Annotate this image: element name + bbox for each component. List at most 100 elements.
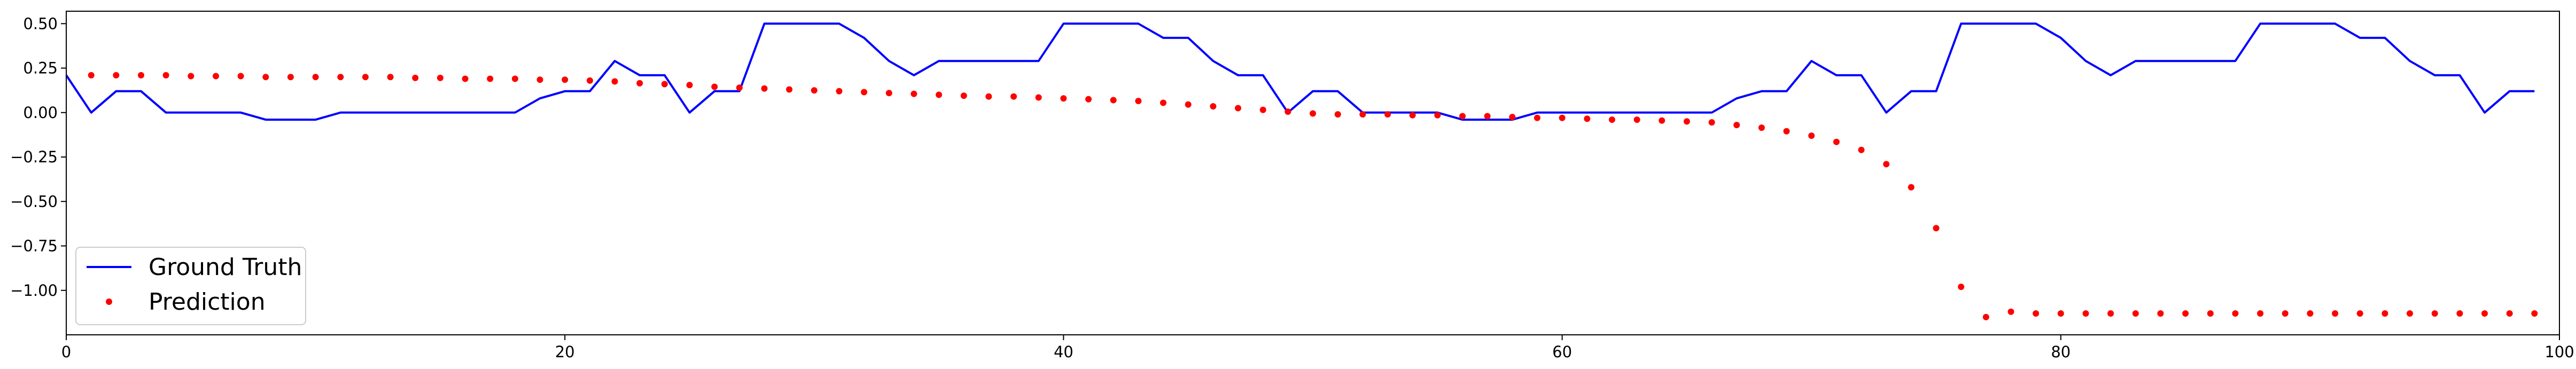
prediction-point bbox=[1783, 128, 1790, 135]
prediction-point bbox=[2282, 310, 2289, 317]
prediction-point bbox=[437, 74, 443, 81]
prediction-point bbox=[2456, 310, 2463, 317]
y-tick-label: −1.00 bbox=[10, 281, 58, 300]
prediction-point bbox=[1010, 93, 1017, 100]
prediction-point bbox=[811, 87, 818, 94]
y-tick-label: 0.25 bbox=[23, 59, 58, 77]
x-tick-label: 100 bbox=[2544, 343, 2574, 361]
prediction-point bbox=[2332, 310, 2339, 317]
prediction-point bbox=[1733, 122, 1740, 129]
prediction-point bbox=[1384, 111, 1391, 118]
prediction-point bbox=[562, 76, 569, 83]
prediction-point bbox=[1559, 114, 1566, 121]
prediction-point bbox=[1683, 118, 1690, 125]
prediction-point bbox=[936, 91, 943, 98]
prediction-point bbox=[312, 74, 319, 81]
prediction-point bbox=[2107, 310, 2114, 317]
y-tick-label: 0.00 bbox=[23, 104, 58, 122]
prediction-point bbox=[1908, 184, 1915, 191]
y-tick-label: −0.75 bbox=[10, 237, 58, 255]
prediction-point bbox=[611, 78, 618, 85]
prediction-point bbox=[2531, 310, 2538, 317]
prediction-point bbox=[2082, 310, 2089, 317]
y-tick-label: −0.25 bbox=[10, 148, 58, 166]
prediction-point bbox=[586, 77, 593, 84]
prediction-point bbox=[2431, 310, 2438, 317]
prediction-point bbox=[1534, 114, 1540, 121]
plot-layer bbox=[65, 22, 2538, 320]
prediction-point bbox=[1808, 132, 1815, 139]
y-tick-label: 0.50 bbox=[23, 14, 58, 33]
prediction-point bbox=[1659, 117, 1666, 124]
prediction-point bbox=[511, 75, 518, 82]
prediction-point bbox=[1708, 119, 1715, 126]
prediction-point bbox=[1160, 99, 1166, 106]
prediction-point bbox=[138, 72, 144, 78]
x-tick-label: 0 bbox=[61, 343, 71, 361]
prediction-point bbox=[2157, 310, 2164, 317]
prediction-point bbox=[237, 73, 244, 80]
prediction-point bbox=[162, 72, 169, 78]
y-tick-label: −0.50 bbox=[10, 192, 58, 210]
ground-truth-line bbox=[65, 22, 2535, 121]
prediction-point bbox=[1310, 110, 1316, 117]
x-tick-label: 80 bbox=[2051, 343, 2071, 361]
legend-label-ground-truth: Ground Truth bbox=[149, 254, 302, 281]
prediction-point bbox=[1334, 111, 1341, 118]
prediction-point bbox=[2132, 310, 2139, 317]
prediction-point bbox=[1883, 161, 1890, 168]
prediction-point bbox=[661, 81, 668, 88]
prediction-point bbox=[1459, 113, 1466, 120]
prediction-point bbox=[761, 85, 768, 92]
prediction-point bbox=[2033, 310, 2040, 317]
prediction-point bbox=[1259, 106, 1266, 113]
prediction-point bbox=[412, 74, 419, 81]
legend-box bbox=[75, 247, 306, 325]
prediction-point bbox=[1285, 108, 1291, 115]
prediction-point bbox=[2207, 310, 2214, 317]
prediction-point bbox=[2182, 310, 2189, 317]
prediction-point bbox=[2356, 310, 2363, 317]
prediction-point bbox=[188, 73, 194, 80]
prediction-point bbox=[636, 80, 643, 87]
legend-dot-swatch bbox=[106, 299, 112, 305]
prediction-point bbox=[1608, 116, 1615, 123]
prediction-point bbox=[686, 82, 693, 89]
prediction-point bbox=[487, 75, 494, 82]
prediction-point bbox=[736, 84, 743, 91]
prediction-point bbox=[287, 74, 294, 81]
prediction-point bbox=[1135, 98, 1142, 105]
prediction-point bbox=[1185, 101, 1192, 108]
prediction-point bbox=[786, 86, 793, 93]
prediction-point bbox=[1110, 97, 1117, 104]
prediction-point bbox=[1409, 112, 1416, 119]
prediction-point bbox=[910, 90, 917, 97]
prediction-point bbox=[2506, 310, 2513, 317]
prediction-point bbox=[1085, 96, 1092, 103]
prediction-point bbox=[1933, 225, 1940, 232]
prediction-point bbox=[885, 90, 892, 97]
prediction-point bbox=[1359, 111, 1366, 118]
x-tick-label: 60 bbox=[1552, 343, 1572, 361]
prediction-point bbox=[362, 74, 369, 81]
prediction-point bbox=[861, 89, 868, 96]
prediction-point bbox=[2057, 310, 2064, 317]
prediction-point bbox=[1833, 138, 1840, 145]
prediction-point bbox=[836, 88, 843, 95]
prediction-point bbox=[1484, 113, 1491, 120]
prediction-point bbox=[2481, 310, 2488, 317]
prediction-point bbox=[2257, 310, 2264, 317]
x-tick-label: 20 bbox=[555, 343, 575, 361]
prediction-point bbox=[1633, 116, 1640, 123]
prediction-point bbox=[387, 74, 394, 81]
prediction-point bbox=[1434, 112, 1441, 119]
axis-layer: 0 20 40 60 80 100 0.50 0.25 0.00 −0.25 −0.50 −0.75 −… bbox=[10, 14, 2574, 361]
prediction-point bbox=[1958, 284, 1965, 291]
prediction-point bbox=[536, 76, 543, 83]
prediction-point bbox=[2307, 310, 2314, 317]
prediction-point bbox=[985, 93, 992, 100]
prediction-point bbox=[262, 74, 269, 81]
